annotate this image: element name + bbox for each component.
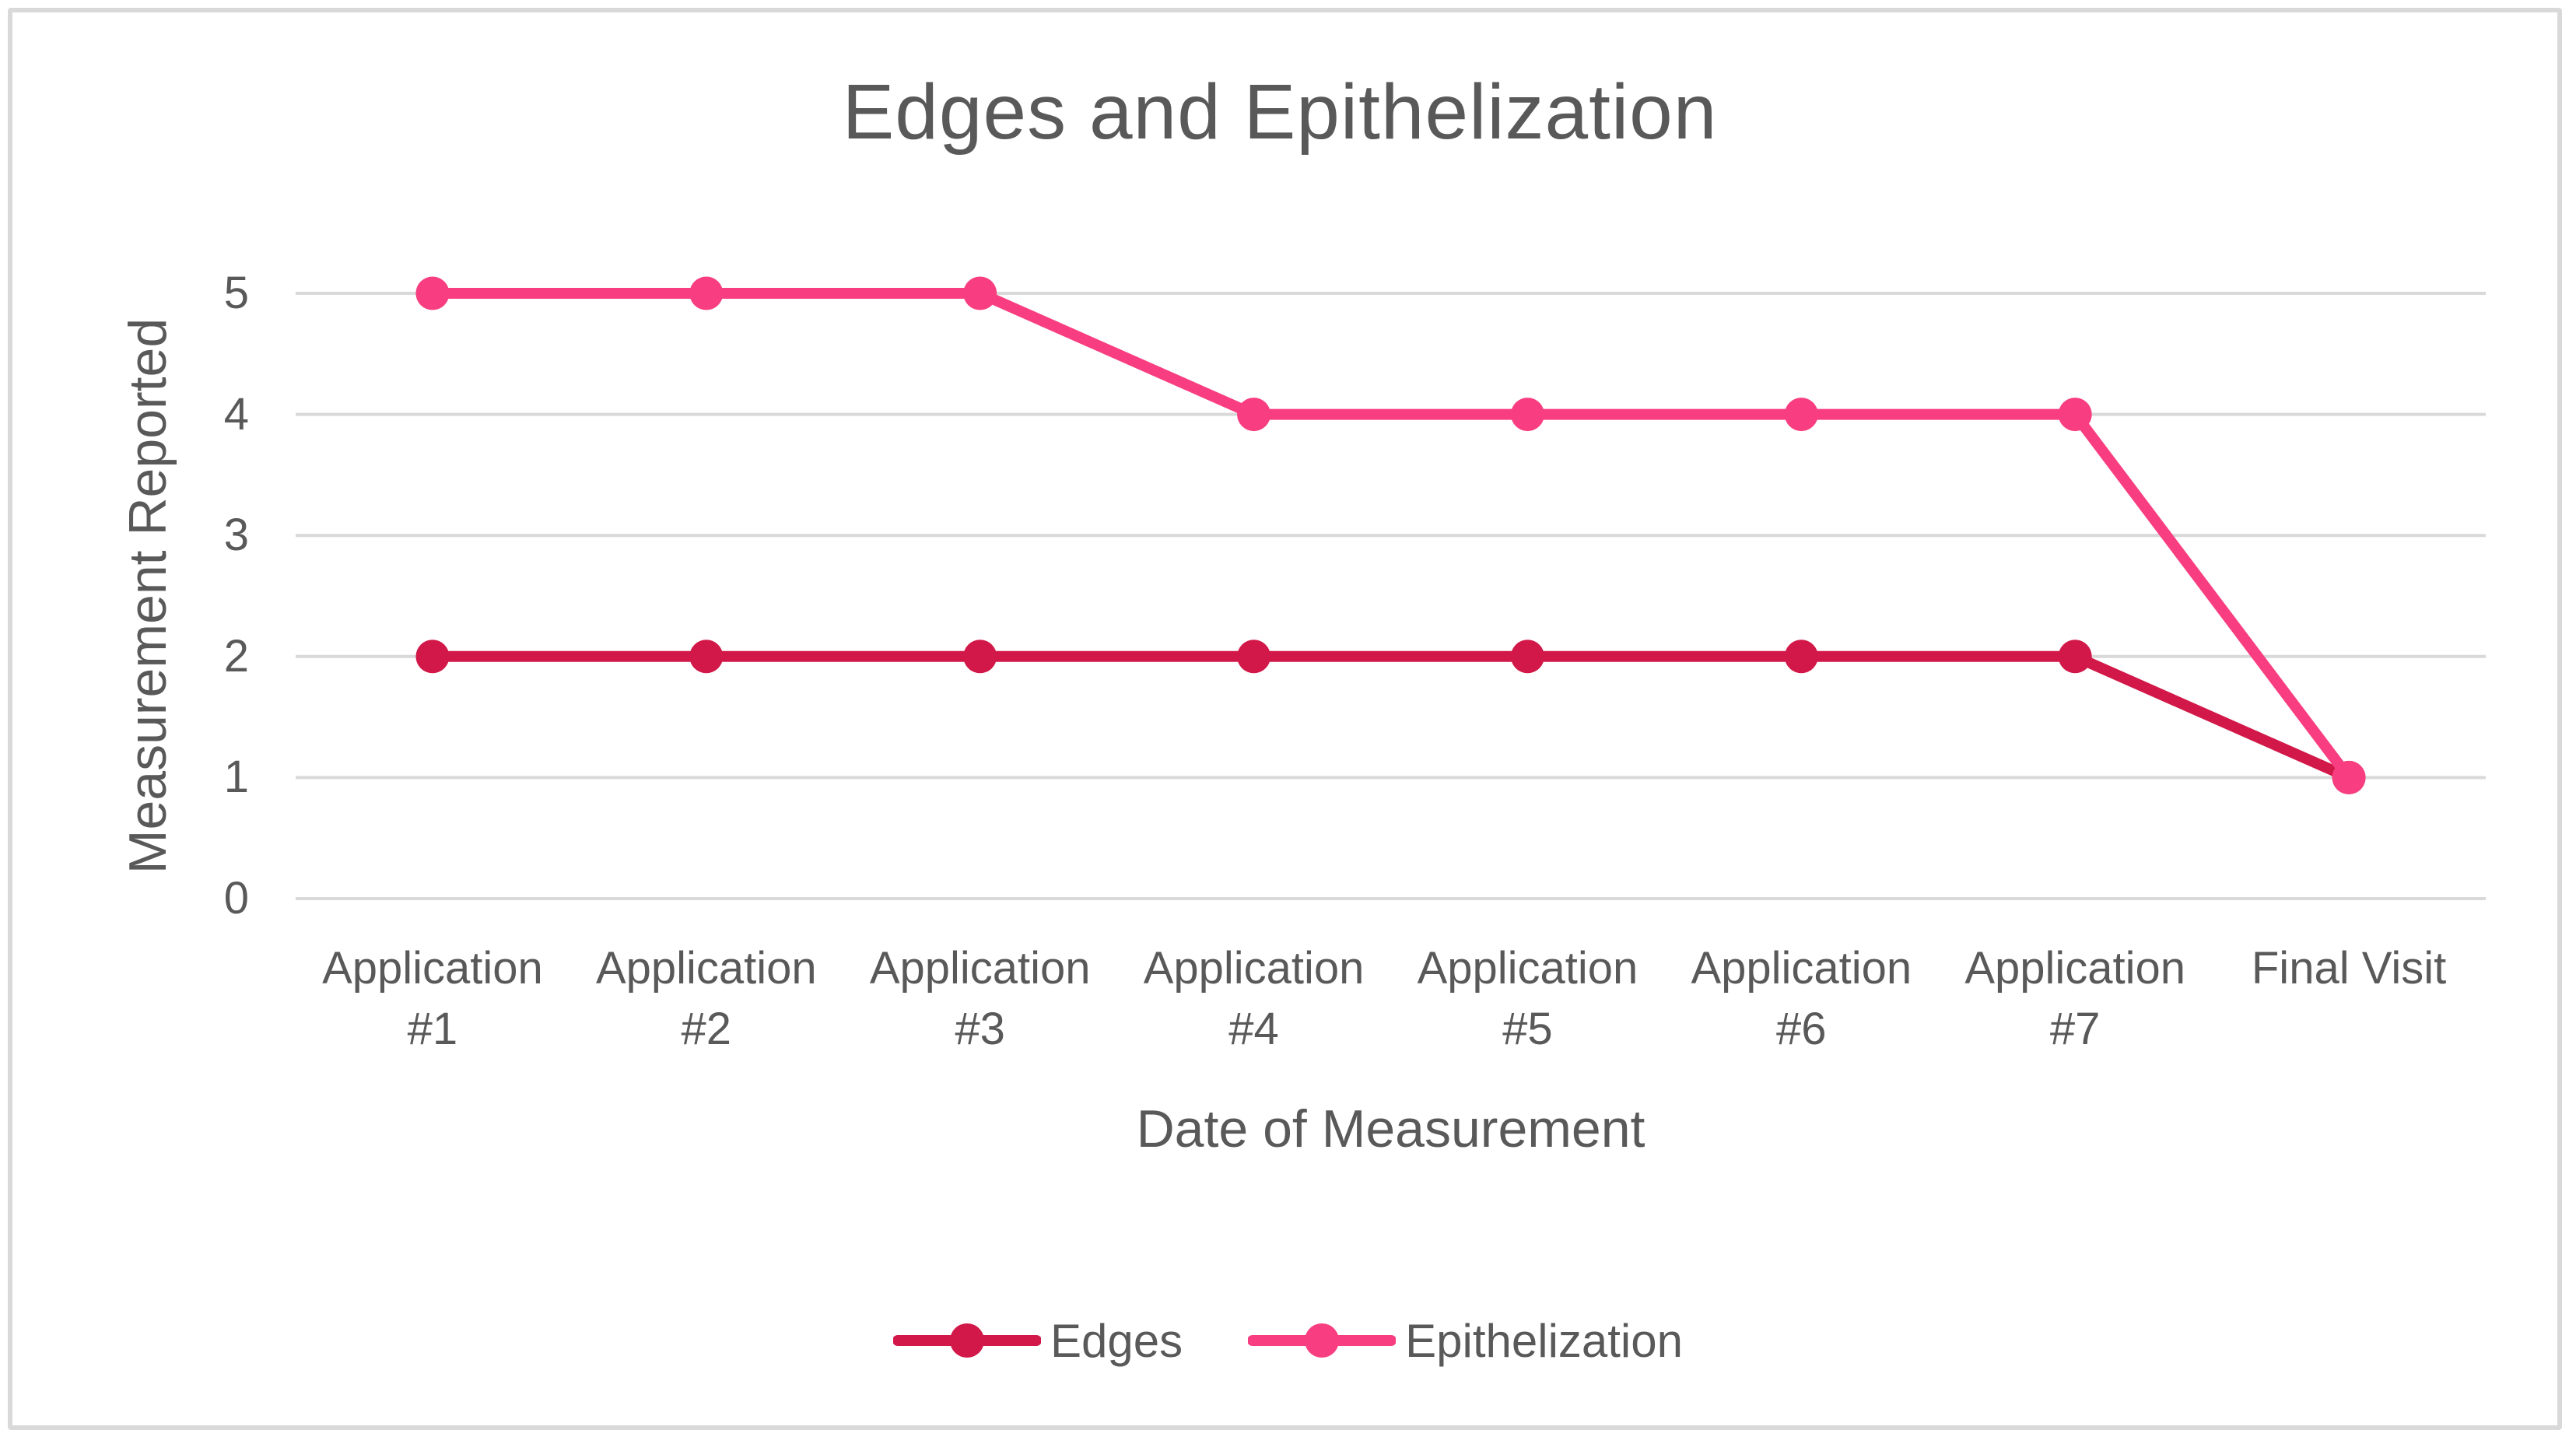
x-category-label-line: Application	[869, 943, 1091, 994]
y-tick-label: 5	[223, 268, 249, 318]
y-tick-label: 0	[223, 873, 249, 924]
data-point-edges	[415, 640, 450, 674]
data-point-edges	[1784, 640, 1818, 674]
data-point-epithelization	[2058, 398, 2092, 432]
x-category-label-line: Application	[595, 943, 817, 994]
x-category-label: Application #1	[269, 938, 596, 1060]
legend-point-edges	[949, 1323, 984, 1358]
x-axis-title: Date of Measurement	[1136, 1099, 1645, 1158]
x-category-label-line: #6	[1776, 1004, 1827, 1054]
legend-label-edges: Edges	[1050, 1314, 1183, 1367]
x-category-label-line: #5	[1502, 1004, 1553, 1054]
y-tick-label: 1	[223, 752, 249, 803]
x-category-label: Application #2	[543, 938, 870, 1060]
data-point-edges	[963, 640, 997, 674]
x-category-label-line: #1	[407, 1004, 458, 1054]
x-category-label: Application #3	[817, 938, 1144, 1060]
legend-point-epithelization	[1305, 1323, 1340, 1358]
x-category-label-line: Application	[1964, 943, 2186, 994]
series-epithelization	[415, 276, 2366, 794]
series-edges	[415, 640, 2366, 794]
legend-item-epithelization: Epithelization	[1248, 1313, 1683, 1368]
chart-title: Edges and Epithelization	[842, 68, 1718, 156]
data-point-epithelization	[415, 276, 450, 310]
gridlines	[296, 292, 2486, 900]
legend-marker-epithelization	[1248, 1323, 1397, 1358]
x-category-label-line: Final Visit	[2251, 943, 2447, 994]
data-point-epithelization	[963, 276, 997, 310]
y-tick-label: 4	[223, 388, 249, 440]
x-category-label-line: #7	[2049, 1004, 2101, 1054]
legend: Edges Epithelization	[0, 1313, 2576, 1368]
legend-item-edges: Edges	[892, 1313, 1183, 1368]
data-point-edges	[689, 640, 724, 674]
x-category-label-line: #4	[1228, 1004, 1279, 1054]
x-category-label: Application #6	[1638, 938, 1964, 1060]
series-line-epithelization	[426, 288, 2355, 783]
x-category-label: Application #4	[1091, 938, 1418, 1060]
x-category-label-line: Application	[1691, 943, 1912, 994]
data-point-epithelization	[689, 276, 724, 310]
y-tick-label: 2	[223, 630, 249, 682]
chart-border	[8, 8, 2562, 1430]
x-category-label-line: Application	[1417, 943, 1638, 994]
y-tick-label: 3	[223, 510, 249, 561]
legend-label-epithelization: Epithelization	[1405, 1314, 1684, 1367]
data-point-edges	[1510, 640, 1544, 674]
x-category-label-line: #3	[955, 1004, 1005, 1054]
data-point-edges	[2058, 640, 2092, 674]
series-line-edges	[426, 650, 2355, 783]
data-point-epithelization	[1510, 398, 1544, 432]
x-category-label: Application #5	[1364, 938, 1691, 1060]
data-point-epithelization	[1784, 398, 1818, 432]
data-point-epithelization	[2332, 760, 2366, 794]
data-point-edges	[1237, 640, 1271, 674]
x-category-label-line: Application	[1143, 943, 1365, 994]
data-point-epithelization	[1237, 398, 1271, 432]
x-category-label-line: #2	[681, 1004, 732, 1054]
x-category-label: Application #7	[1912, 938, 2238, 1060]
legend-marker-edges	[892, 1323, 1041, 1358]
x-category-label-line: Application	[322, 943, 543, 994]
x-category-label: Final Visit	[2185, 938, 2512, 999]
